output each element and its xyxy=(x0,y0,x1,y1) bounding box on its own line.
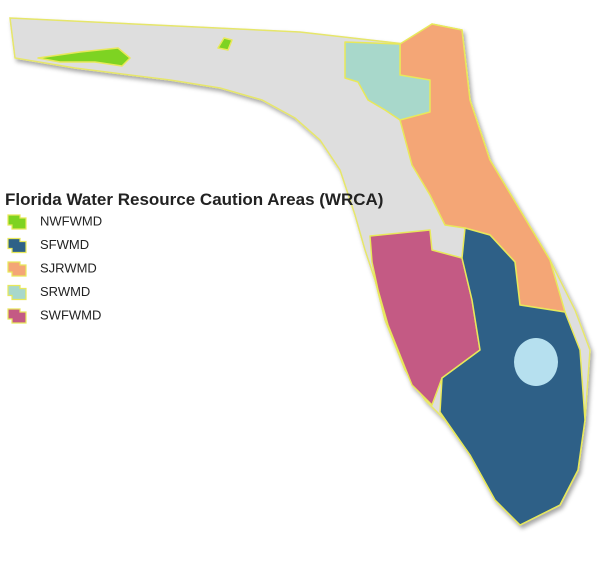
region-nwfwmd xyxy=(217,37,233,51)
legend-label: SWFWMD xyxy=(40,307,101,322)
lake-okeechobee xyxy=(514,338,558,386)
region-srwmd xyxy=(344,41,431,121)
legend-label: SJRWMD xyxy=(40,260,97,275)
legend-title: Florida Water Resource Caution Areas (WR… xyxy=(5,190,383,209)
legend-label: SRWMD xyxy=(40,284,90,299)
legend-label: SFWMD xyxy=(40,237,89,252)
legend-swatch xyxy=(7,261,27,277)
legend-label: NWFWMD xyxy=(40,213,102,228)
legend: Florida Water Resource Caution Areas (WR… xyxy=(5,190,383,324)
legend-swatch xyxy=(7,308,27,324)
region-nwfwmd xyxy=(37,47,131,67)
state-map xyxy=(9,17,591,526)
legend-swatch xyxy=(7,284,27,301)
region-sfwmd xyxy=(439,227,586,526)
legend-swatch xyxy=(7,214,27,230)
legend-swatch xyxy=(7,237,27,254)
